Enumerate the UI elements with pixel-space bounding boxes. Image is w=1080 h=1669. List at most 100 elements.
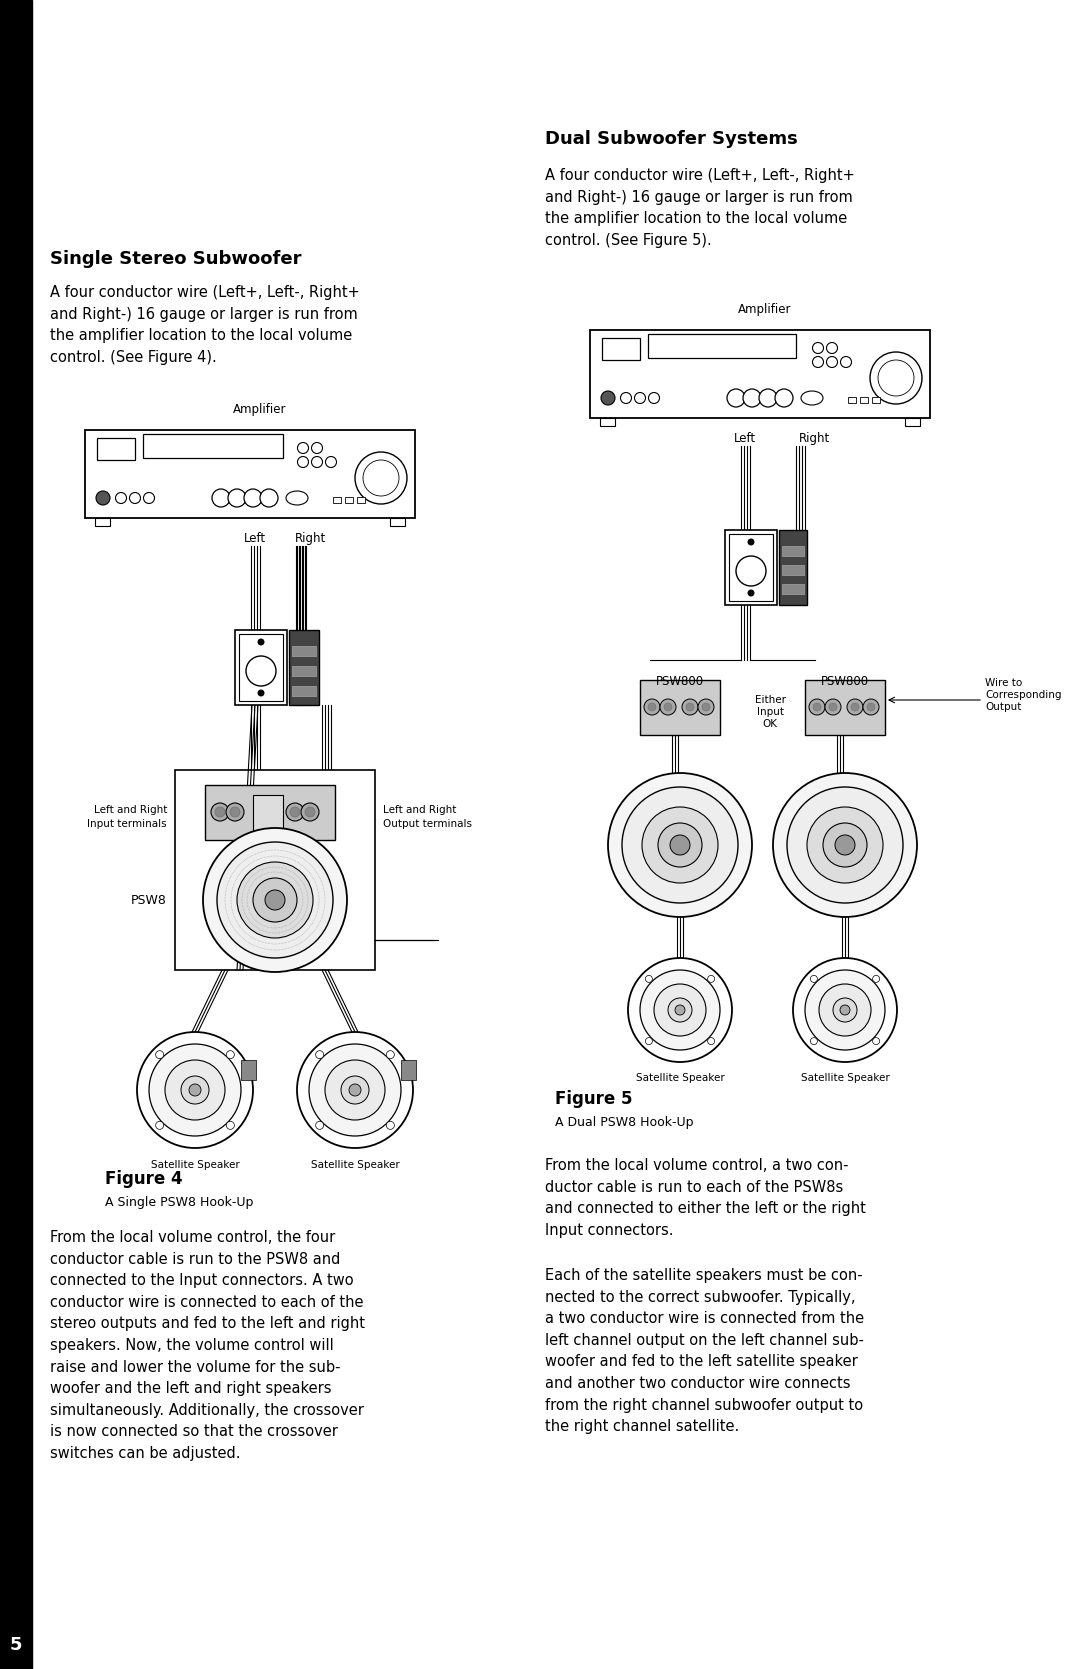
Circle shape	[181, 1077, 210, 1103]
Bar	[345, 497, 353, 502]
Circle shape	[227, 1122, 234, 1130]
Bar	[333, 497, 341, 502]
Circle shape	[297, 1031, 413, 1148]
Circle shape	[670, 834, 690, 855]
Circle shape	[203, 828, 347, 971]
Circle shape	[363, 461, 399, 496]
Circle shape	[305, 808, 315, 818]
Bar	[289, 629, 319, 704]
Circle shape	[253, 878, 297, 921]
Bar	[235, 629, 287, 704]
Ellipse shape	[801, 391, 823, 406]
Circle shape	[826, 357, 837, 367]
Bar	[0, 0, 32, 1669]
Circle shape	[144, 492, 154, 504]
Circle shape	[301, 803, 319, 821]
Circle shape	[826, 342, 837, 354]
Bar	[175, 769, 375, 970]
Circle shape	[735, 556, 766, 586]
Circle shape	[805, 970, 885, 1050]
Text: Each of the satellite speakers must be con-
nected to the correct subwoofer. Typ: Each of the satellite speakers must be c…	[545, 1268, 864, 1434]
Text: Left and Right
Input terminals: Left and Right Input terminals	[87, 806, 167, 828]
Circle shape	[258, 639, 264, 644]
Text: Dual Subwoofer Systems: Dual Subwoofer Systems	[545, 130, 798, 149]
Circle shape	[840, 1005, 850, 1015]
Circle shape	[660, 699, 676, 714]
Bar	[848, 397, 856, 402]
Circle shape	[315, 1051, 324, 1058]
Circle shape	[773, 773, 917, 916]
Bar	[725, 531, 777, 604]
Bar	[292, 646, 316, 656]
Circle shape	[286, 803, 303, 821]
Text: Left: Left	[734, 432, 756, 446]
Circle shape	[258, 689, 264, 696]
Circle shape	[315, 1122, 324, 1130]
Circle shape	[793, 958, 897, 1061]
Circle shape	[228, 489, 246, 507]
Circle shape	[227, 1051, 234, 1058]
Circle shape	[759, 389, 777, 407]
Circle shape	[863, 699, 879, 714]
Circle shape	[686, 703, 694, 711]
Text: PSW800: PSW800	[656, 674, 704, 688]
Circle shape	[309, 1045, 401, 1137]
Text: From the local volume control, the four
conductor cable is run to the PSW8 and
c: From the local volume control, the four …	[50, 1230, 365, 1460]
Circle shape	[812, 357, 824, 367]
Bar	[205, 784, 335, 840]
Circle shape	[265, 890, 285, 910]
Circle shape	[870, 352, 922, 404]
Circle shape	[217, 841, 333, 958]
Circle shape	[675, 1005, 685, 1015]
Text: Single Stereo Subwoofer: Single Stereo Subwoofer	[50, 250, 301, 269]
Bar	[401, 1060, 416, 1080]
Circle shape	[819, 985, 870, 1036]
Bar	[729, 534, 773, 601]
Bar	[85, 431, 415, 517]
Text: PSW800: PSW800	[821, 674, 869, 688]
Circle shape	[829, 703, 837, 711]
Circle shape	[835, 834, 855, 855]
Circle shape	[137, 1031, 253, 1148]
Circle shape	[341, 1077, 369, 1103]
Circle shape	[244, 489, 262, 507]
Circle shape	[130, 492, 140, 504]
Circle shape	[669, 998, 692, 1021]
Text: Right: Right	[295, 532, 326, 546]
Circle shape	[311, 457, 323, 467]
Circle shape	[260, 489, 278, 507]
Circle shape	[600, 391, 615, 406]
Circle shape	[825, 699, 841, 714]
Circle shape	[621, 392, 632, 404]
Text: A four conductor wire (Left+, Left-, Right+
and Right-) 16 gauge or larger is ru: A four conductor wire (Left+, Left-, Rig…	[50, 285, 360, 366]
Circle shape	[873, 975, 879, 983]
Bar	[357, 497, 365, 502]
Circle shape	[96, 491, 110, 506]
Bar	[782, 546, 804, 556]
Bar	[95, 517, 110, 526]
Bar	[905, 417, 920, 426]
Bar	[390, 517, 405, 526]
Circle shape	[165, 1060, 225, 1120]
Text: Satellite Speaker: Satellite Speaker	[800, 1073, 889, 1083]
Text: A four conductor wire (Left+, Left-, Right+
and Right-) 16 gauge or larger is ru: A four conductor wire (Left+, Left-, Rig…	[545, 169, 854, 247]
Circle shape	[635, 392, 646, 404]
Circle shape	[355, 452, 407, 504]
Circle shape	[810, 1038, 818, 1045]
Circle shape	[727, 389, 745, 407]
Circle shape	[748, 591, 754, 596]
Circle shape	[642, 808, 718, 883]
Text: Amplifier: Amplifier	[233, 402, 287, 416]
Circle shape	[873, 1038, 879, 1045]
Text: Satellite Speaker: Satellite Speaker	[636, 1073, 725, 1083]
Circle shape	[681, 699, 698, 714]
Circle shape	[156, 1122, 164, 1130]
Circle shape	[246, 656, 276, 686]
Circle shape	[812, 342, 824, 354]
Circle shape	[211, 803, 229, 821]
Text: Left: Left	[244, 532, 266, 546]
Circle shape	[230, 808, 240, 818]
Ellipse shape	[286, 491, 308, 506]
Text: Either
Input
OK: Either Input OK	[755, 694, 785, 729]
Text: Figure 4: Figure 4	[105, 1170, 183, 1188]
